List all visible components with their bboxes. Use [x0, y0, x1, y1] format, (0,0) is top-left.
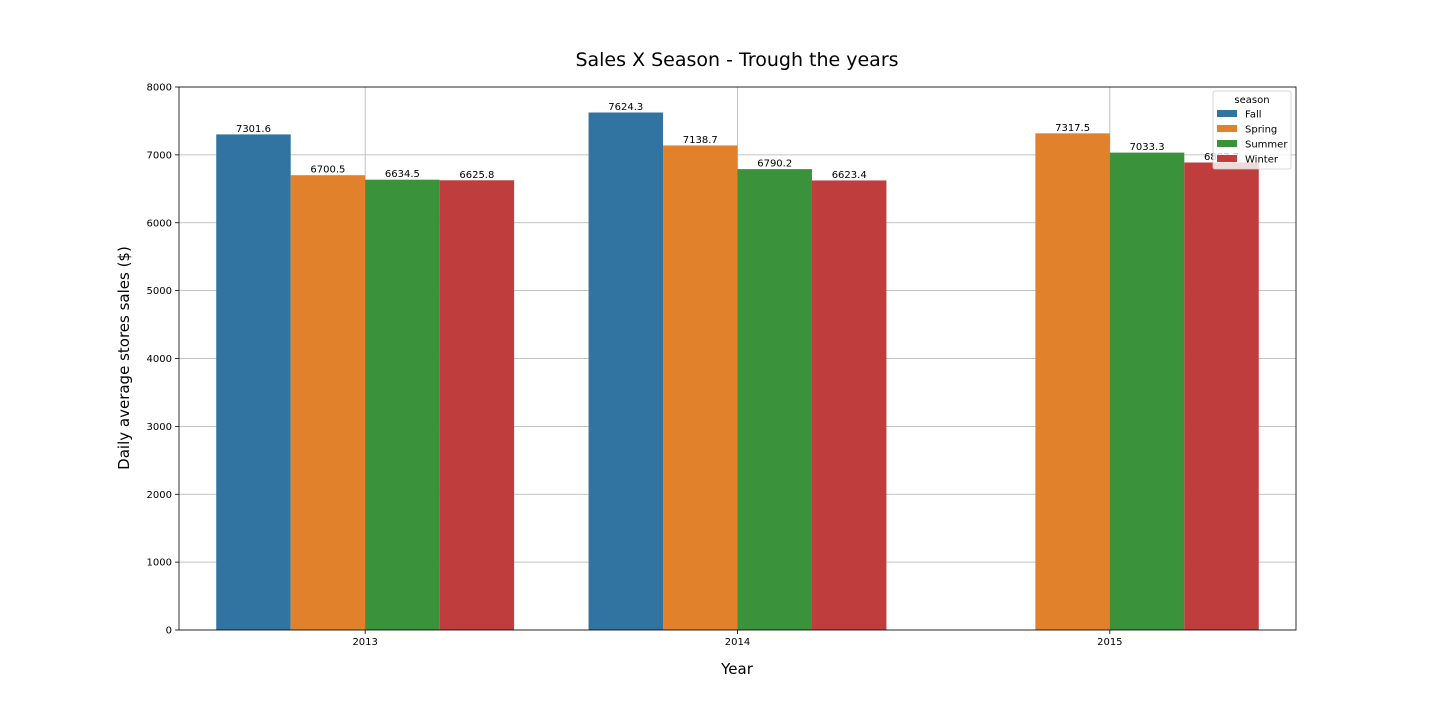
bar-summer-2015 [1109, 152, 1185, 631]
bar-summer-2013 [365, 179, 440, 630]
bar-spring-2013 [290, 175, 366, 631]
chart-title: Sales X Season - Trough the years [575, 49, 898, 71]
y-axis-ticks: 0 1000 2000 3000 4000 5000 6000 7000 8000 [147, 83, 179, 637]
data-label-summer-2015: 7033.3 [1130, 142, 1165, 153]
bar-winter-2015 [1184, 162, 1259, 630]
data-label-winter-2013: 6625.8 [459, 170, 494, 181]
y-axis-label: Daily average stores sales ($) [115, 246, 133, 470]
bar-fall-2013 [216, 134, 291, 630]
bar-summer-2014 [737, 169, 812, 630]
y-tick-label: 6000 [147, 218, 172, 229]
bar-spring-2014 [663, 145, 738, 630]
y-tick-label: 4000 [147, 354, 172, 365]
y-tick-label: 3000 [147, 422, 172, 433]
legend-label-winter: Winter [1245, 155, 1279, 166]
bar-fall-2014 [588, 112, 664, 631]
data-label-spring-2015: 7317.5 [1055, 123, 1090, 134]
legend-swatch-spring [1217, 125, 1237, 132]
bar-spring-2015 [1035, 133, 1110, 630]
data-label-spring-2013: 6700.5 [310, 165, 345, 176]
legend-items: Fall Spring Summer Winter [1217, 110, 1288, 166]
legend-swatch-winter [1217, 155, 1237, 162]
data-label-summer-2014: 6790.2 [757, 159, 792, 170]
legend-label-spring: Spring [1245, 125, 1277, 136]
data-label-fall-2013: 7301.6 [236, 124, 271, 135]
legend-label-fall: Fall [1245, 110, 1262, 121]
bar-winter-2014 [811, 180, 887, 631]
x-axis-ticks: 2013 2014 2015 [352, 630, 1123, 648]
bar-winter-2013 [439, 180, 515, 631]
bars-layer [216, 112, 1259, 631]
x-axis-label: Year [720, 660, 754, 678]
x-tick-label: 2014 [725, 637, 750, 648]
data-label-winter-2014: 6623.4 [832, 170, 867, 181]
y-tick-label: 7000 [147, 150, 172, 161]
legend: season Fall Spring Summer Winter [1212, 90, 1292, 170]
data-label-fall-2014: 7624.3 [608, 102, 643, 113]
data-label-spring-2014: 7138.7 [683, 135, 718, 146]
y-tick-label: 8000 [147, 83, 172, 94]
data-label-summer-2013: 6634.5 [385, 169, 420, 180]
y-tick-label: 5000 [147, 286, 172, 297]
x-tick-label: 2015 [1097, 637, 1122, 648]
legend-title: season [1234, 95, 1269, 106]
y-tick-label: 2000 [147, 490, 172, 501]
x-tick-label: 2013 [352, 637, 377, 648]
legend-swatch-fall [1217, 110, 1237, 117]
y-tick-label: 1000 [147, 558, 172, 569]
y-tick-label: 0 [166, 626, 172, 637]
legend-swatch-summer [1217, 140, 1237, 147]
legend-label-summer: Summer [1245, 140, 1288, 151]
